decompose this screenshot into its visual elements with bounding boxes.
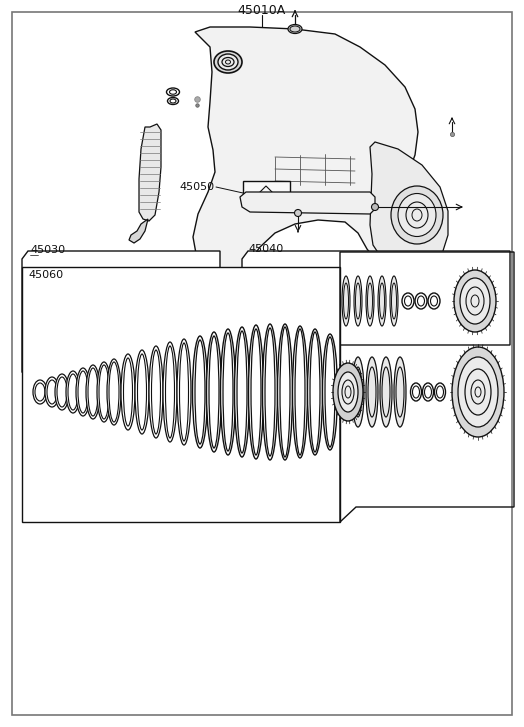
Ellipse shape <box>114 294 123 344</box>
Text: 45030: 45030 <box>30 245 65 255</box>
Ellipse shape <box>454 270 496 332</box>
Ellipse shape <box>452 347 504 437</box>
Text: 45010A: 45010A <box>238 4 286 17</box>
Ellipse shape <box>263 324 278 460</box>
Ellipse shape <box>322 334 337 450</box>
Ellipse shape <box>380 357 392 427</box>
Ellipse shape <box>121 354 135 430</box>
Ellipse shape <box>235 327 249 457</box>
Ellipse shape <box>352 357 364 427</box>
Ellipse shape <box>39 283 111 355</box>
Ellipse shape <box>86 365 100 419</box>
Ellipse shape <box>135 350 149 434</box>
Ellipse shape <box>458 357 498 427</box>
Ellipse shape <box>292 326 308 458</box>
Ellipse shape <box>46 290 104 348</box>
Ellipse shape <box>163 342 177 442</box>
Ellipse shape <box>53 297 97 341</box>
Text: 45060: 45060 <box>28 270 63 280</box>
Polygon shape <box>240 192 375 214</box>
Ellipse shape <box>354 276 362 326</box>
Ellipse shape <box>278 324 292 460</box>
Polygon shape <box>22 251 220 379</box>
Ellipse shape <box>378 276 386 326</box>
Text: 45040: 45040 <box>248 244 283 254</box>
Ellipse shape <box>177 339 191 445</box>
Ellipse shape <box>318 276 326 326</box>
Ellipse shape <box>254 280 282 322</box>
Ellipse shape <box>76 368 90 416</box>
Ellipse shape <box>398 193 436 236</box>
Ellipse shape <box>333 363 363 421</box>
Polygon shape <box>129 219 148 243</box>
Ellipse shape <box>66 371 80 413</box>
Text: 45050: 45050 <box>180 182 215 192</box>
Ellipse shape <box>338 372 358 412</box>
Ellipse shape <box>366 276 374 326</box>
Ellipse shape <box>394 357 406 427</box>
Ellipse shape <box>294 209 301 217</box>
Ellipse shape <box>45 377 59 407</box>
Ellipse shape <box>214 51 242 73</box>
Ellipse shape <box>218 54 238 70</box>
Polygon shape <box>242 251 510 345</box>
Ellipse shape <box>124 294 133 344</box>
Ellipse shape <box>33 380 47 404</box>
Ellipse shape <box>460 278 490 324</box>
Ellipse shape <box>55 374 69 410</box>
Ellipse shape <box>107 359 121 425</box>
Ellipse shape <box>259 287 277 315</box>
Polygon shape <box>22 267 340 522</box>
Ellipse shape <box>288 25 302 33</box>
Ellipse shape <box>221 329 235 455</box>
Ellipse shape <box>154 294 162 344</box>
Ellipse shape <box>308 329 322 455</box>
Polygon shape <box>139 124 161 221</box>
Ellipse shape <box>192 336 208 448</box>
Ellipse shape <box>134 294 143 344</box>
Polygon shape <box>370 142 448 271</box>
Ellipse shape <box>390 276 398 326</box>
Ellipse shape <box>149 346 163 438</box>
Ellipse shape <box>342 276 350 326</box>
Ellipse shape <box>248 325 264 459</box>
Ellipse shape <box>330 276 338 326</box>
Ellipse shape <box>391 186 443 244</box>
Ellipse shape <box>144 294 152 344</box>
Ellipse shape <box>206 332 222 452</box>
Ellipse shape <box>97 362 111 422</box>
Polygon shape <box>193 27 442 277</box>
Ellipse shape <box>372 204 378 211</box>
Polygon shape <box>243 181 290 204</box>
Ellipse shape <box>366 357 378 427</box>
Ellipse shape <box>163 294 172 344</box>
